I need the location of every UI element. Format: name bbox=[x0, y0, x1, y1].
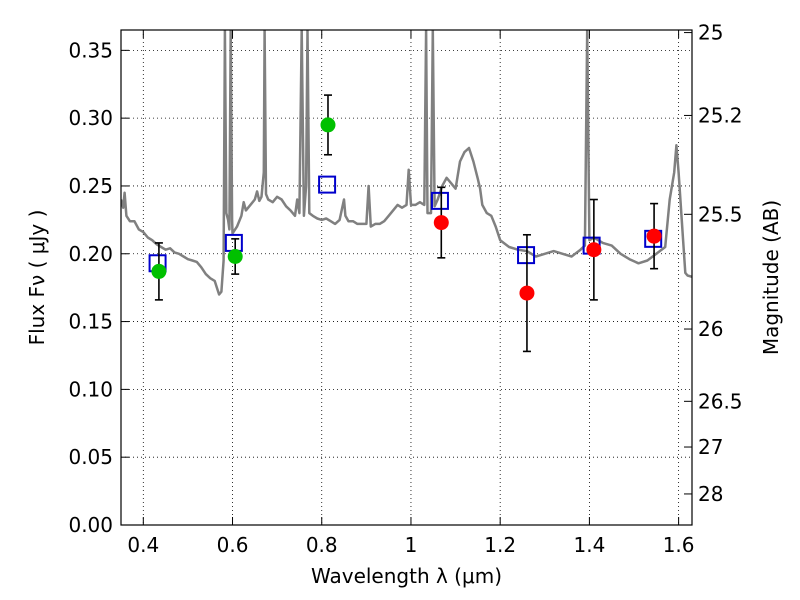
y2-tick-label: 25.2 bbox=[698, 103, 743, 127]
y-tick-label: 0.10 bbox=[68, 377, 113, 401]
model-spectrum-layer bbox=[121, 30, 692, 296]
y2-tick-label: 26.5 bbox=[698, 389, 743, 413]
x-tick-label: 0.6 bbox=[217, 533, 249, 557]
y-tick-label: 0.05 bbox=[68, 445, 113, 469]
y-tick-label: 0.35 bbox=[68, 38, 113, 62]
y2-tick-label: 27 bbox=[698, 435, 723, 459]
green-photometry-point bbox=[227, 248, 243, 264]
y2-tick-label: 26 bbox=[698, 317, 723, 341]
plot-frame bbox=[120, 29, 693, 526]
axes: 0.4 0.6 0.8 1 1.2 1.4 1.6 0.00 0.05 0.10 0.15 0.20 0… bbox=[68, 21, 742, 557]
red-photometry-point bbox=[519, 285, 535, 301]
x-tick-label: 1 bbox=[405, 533, 418, 557]
red-photometry-point bbox=[646, 228, 662, 244]
x-tick-label: 1.4 bbox=[573, 533, 605, 557]
y2-tick-label: 28 bbox=[698, 482, 723, 506]
x-tick-label: 1.6 bbox=[663, 533, 695, 557]
y-tick-label: 0.25 bbox=[68, 174, 113, 198]
x-tick-label: 1.2 bbox=[484, 533, 516, 557]
green-photometry-point bbox=[151, 263, 167, 279]
x-tick-label: 0.8 bbox=[306, 533, 338, 557]
points-layer bbox=[148, 94, 663, 353]
y-tick-label: 0.30 bbox=[68, 106, 113, 130]
y-tick-label: 0.00 bbox=[68, 513, 113, 537]
model-square-marker bbox=[517, 246, 536, 265]
model-square-marker bbox=[224, 233, 243, 252]
x-axis-label: Wavelength λ (μm) bbox=[311, 564, 502, 588]
y-tick-label: 0.20 bbox=[68, 242, 113, 266]
grid bbox=[121, 30, 692, 526]
red-photometry-point bbox=[586, 242, 602, 258]
y2-tick-label: 25 bbox=[698, 21, 723, 45]
y2-tick-label: 25.5 bbox=[698, 202, 743, 226]
y-tick-label: 0.15 bbox=[68, 310, 113, 334]
red-photometry-point bbox=[433, 215, 449, 231]
model-spectrum-line bbox=[121, 30, 692, 296]
model-square-marker bbox=[318, 175, 337, 194]
y-axis-label: Flux Fν ( μJy ) bbox=[25, 210, 49, 346]
y2-axis-label: Magnitude (AB) bbox=[759, 200, 783, 355]
green-photometry-point bbox=[320, 117, 336, 133]
x-tick-label: 0.4 bbox=[127, 533, 159, 557]
model-square-marker bbox=[430, 191, 449, 210]
